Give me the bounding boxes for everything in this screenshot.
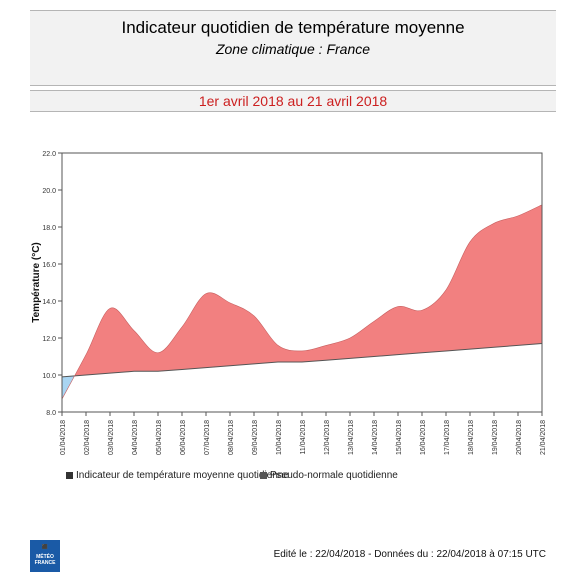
x-tick-label: 05/04/2018 xyxy=(156,420,163,455)
legend-item-normal: Pseudo-normale quotidienne xyxy=(260,470,398,481)
x-tick-label: 10/04/2018 xyxy=(276,420,283,455)
y-tick-label: 18.0 xyxy=(42,225,56,232)
legend-label-indicator: Indicateur de température moyenne quotid… xyxy=(76,470,289,481)
period-label: 1er avril 2018 au 21 avril 2018 xyxy=(198,93,388,109)
x-tick-label: 19/04/2018 xyxy=(492,420,499,455)
x-tick-label: 09/04/2018 xyxy=(252,420,259,455)
legend-item-indicator: Indicateur de température moyenne quotid… xyxy=(66,470,289,481)
meteo-france-logo: ◾ MÉTÉO FRANCE xyxy=(30,540,60,572)
chart-subtitle: Zone climatique : France xyxy=(215,41,371,57)
x-tick-label: 07/04/2018 xyxy=(204,420,211,455)
x-tick-label: 15/04/2018 xyxy=(396,420,403,455)
y-tick-label: 20.0 xyxy=(42,188,56,195)
x-tick-label: 20/04/2018 xyxy=(516,420,523,455)
legend-swatch-normal xyxy=(260,472,267,479)
area-above-normal xyxy=(62,204,542,377)
y-tick-label: 12.0 xyxy=(42,336,56,343)
x-tick-label: 04/04/2018 xyxy=(132,420,139,455)
legend-swatch-indicator xyxy=(66,472,73,479)
x-tick-label: 16/04/2018 xyxy=(420,420,427,455)
x-tick-label: 08/04/2018 xyxy=(228,420,235,455)
title-box: Indicateur quotidien de température moye… xyxy=(30,10,556,86)
x-tick-label: 12/04/2018 xyxy=(324,420,331,455)
chart-title: Indicateur quotidien de température moye… xyxy=(121,18,465,37)
x-tick-label: 01/04/2018 xyxy=(60,420,67,455)
legend-label-normal: Pseudo-normale quotidienne xyxy=(270,470,398,481)
series-line-normal xyxy=(61,343,543,378)
y-tick-label: 8.0 xyxy=(46,410,56,417)
x-tick-label: 14/04/2018 xyxy=(372,420,379,455)
x-tick-label: 02/04/2018 xyxy=(84,420,91,455)
y-tick-label: 16.0 xyxy=(42,262,56,269)
y-tick-label: 22.0 xyxy=(42,151,56,158)
temperature-chart: 8.0 10.0 12.0 14.0 16.0 18.0 20.0 22.0 01/04/201… xyxy=(31,151,547,455)
logo-symbol-icon: ◾ xyxy=(38,542,52,553)
y-tick-label: 10.0 xyxy=(42,373,56,380)
footer-edition-info: Edité le : 22/04/2018 - Données du : 22/… xyxy=(273,549,546,560)
series-line-indicator xyxy=(61,204,543,400)
x-tick-label: 17/04/2018 xyxy=(444,420,451,455)
y-axis-label: Température (°C) xyxy=(31,242,42,323)
x-tick-label: 18/04/2018 xyxy=(468,420,475,455)
x-tick-label: 21/04/2018 xyxy=(540,420,547,455)
x-tick-label: 13/04/2018 xyxy=(348,420,355,455)
x-tick-label: 06/04/2018 xyxy=(180,420,187,455)
x-tick-label: 11/04/2018 xyxy=(300,420,307,455)
x-tick-label: 03/04/2018 xyxy=(108,420,115,455)
period-box: 1er avril 2018 au 21 avril 2018 xyxy=(30,90,556,112)
logo-text: MÉTÉO FRANCE xyxy=(34,554,56,566)
y-tick-label: 14.0 xyxy=(42,299,56,306)
